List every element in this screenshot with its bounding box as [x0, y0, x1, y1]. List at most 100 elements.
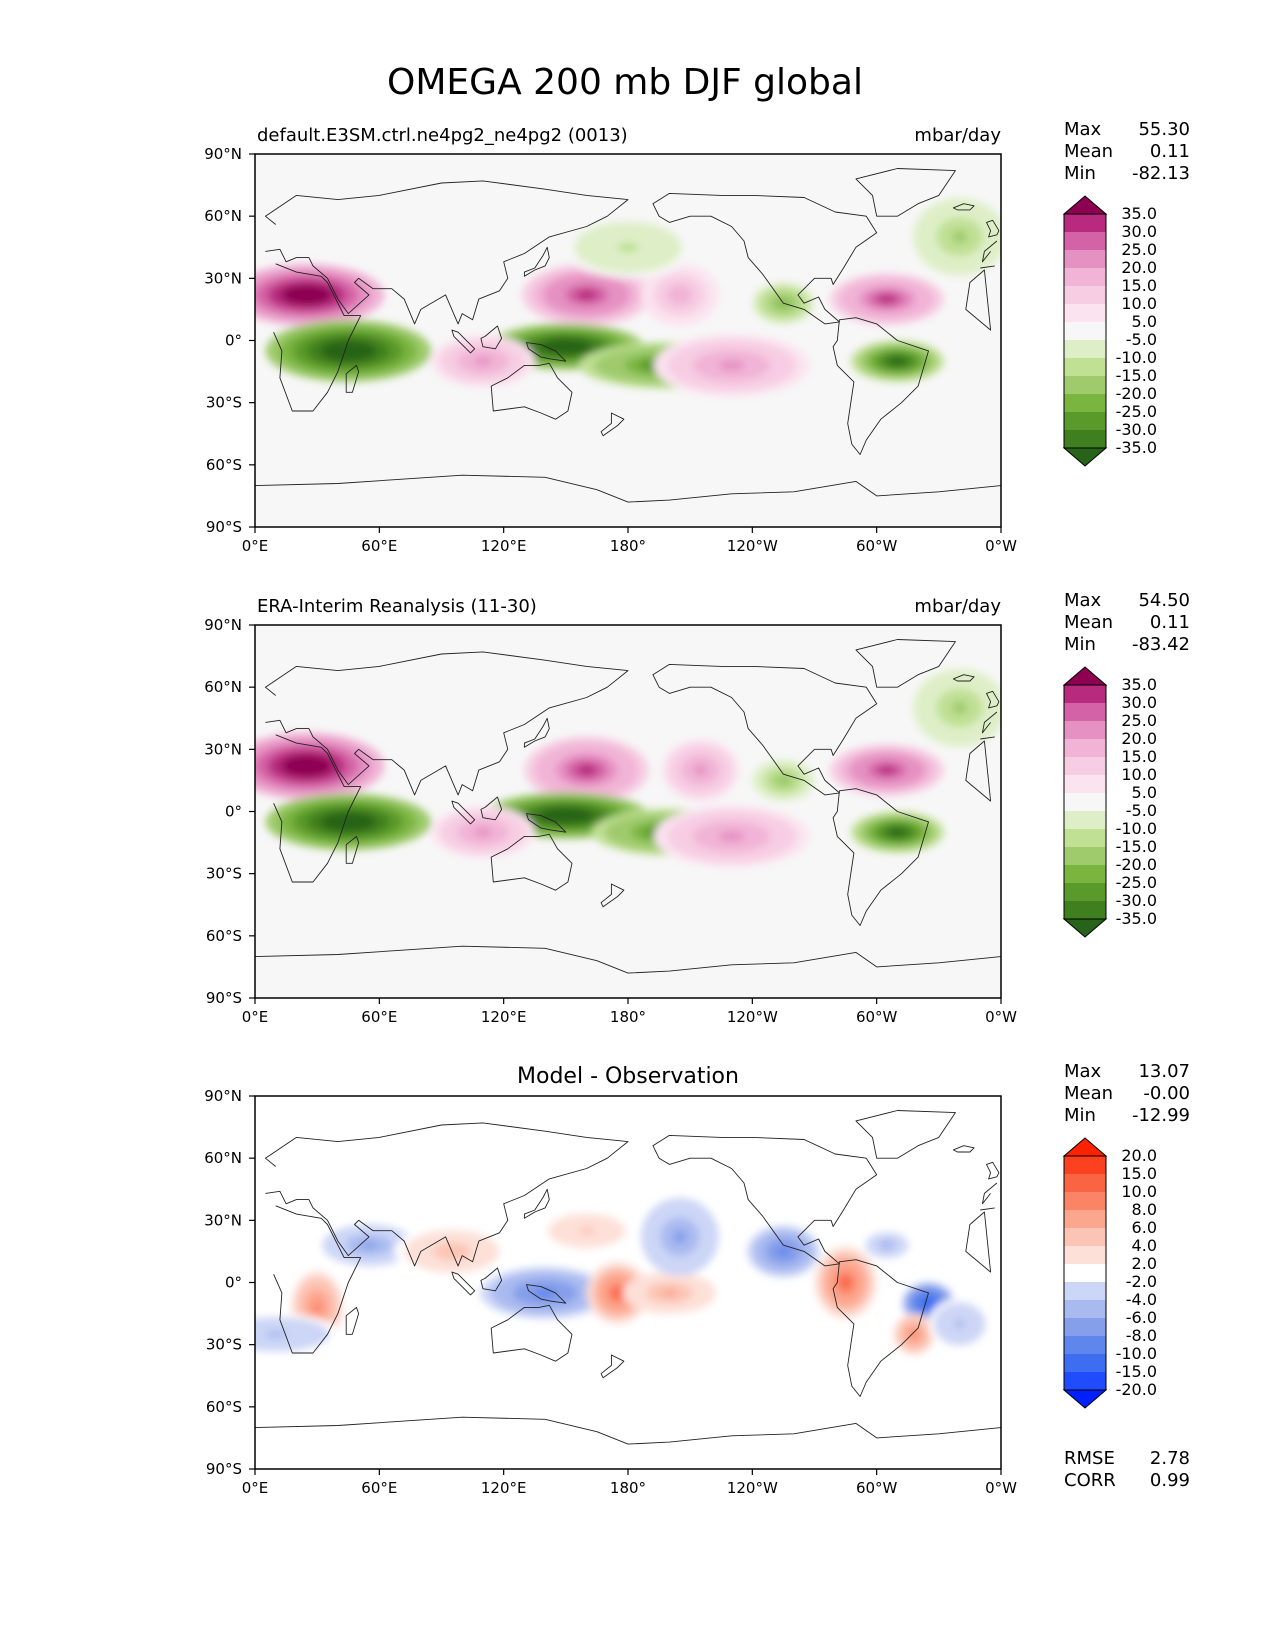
field-contour-5-5: [877, 294, 897, 304]
colorbar-label: -35.0: [1116, 909, 1157, 928]
panel-observation: ERA-Interim Reanalysis (11-30) mbar/day …: [204, 590, 1190, 1026]
colorbar-segment: [1064, 721, 1106, 739]
map-plot: 0°E 60°E 120°E 180° 120°W 60°W 0°W 90°N 60°N 30°N…: [204, 145, 1017, 555]
colorbar-label: -4.0: [1126, 1290, 1157, 1309]
colorbar-segment: [1064, 358, 1106, 376]
colorbar-segment: [1064, 376, 1106, 394]
field-contour-13-5: [293, 760, 320, 772]
coastline-borneo: [480, 1267, 503, 1292]
coastline-newzealand: [600, 883, 625, 908]
stat-max-value: 54.50: [1138, 590, 1190, 611]
y-tick-label: 0°: [225, 803, 242, 821]
colorbar-segment: [1064, 286, 1106, 304]
colorbar-extend-min: [1062, 447, 1108, 467]
coastline-africa: [273, 734, 995, 883]
colorbar-segment: [1064, 340, 1106, 358]
field-contour-31-5: [673, 1230, 687, 1244]
y-tick-label: 30°S: [206, 394, 242, 412]
colorbar-segment: [1064, 412, 1106, 430]
field-contour-14-5: [334, 817, 363, 827]
coastline-southamerica: [832, 1259, 929, 1397]
colorbar-label: -25.0: [1116, 873, 1157, 892]
colorbar-label: -6.0: [1126, 1308, 1157, 1327]
colorbar-label: 5.0: [1132, 312, 1157, 331]
colorbar-label: -20.0: [1116, 384, 1157, 403]
colorbar-label: 15.0: [1121, 1164, 1157, 1183]
x-tick-label: 60°E: [361, 1008, 397, 1026]
field-contour-24-5: [951, 701, 968, 715]
corr-label: CORR: [1064, 1470, 1116, 1491]
stat-mean-label: Mean: [1064, 1083, 1113, 1104]
coastline-australia: [490, 833, 573, 891]
x-tick-label: 60°W: [856, 1479, 898, 1497]
field-contour-11-5: [617, 242, 639, 253]
colorbar-label: 8.0: [1132, 1200, 1157, 1219]
colorbar-segment: [1064, 829, 1106, 847]
coastline-australia: [490, 1304, 573, 1362]
coastline-greenland: [855, 1110, 956, 1159]
coastline-iceland: [952, 1145, 975, 1153]
y-tick-label: 60°S: [206, 927, 242, 945]
panel-title-center: Model - Observation: [517, 1064, 739, 1089]
colorbar-segment: [1064, 232, 1106, 250]
coastline-newzealand: [600, 412, 625, 437]
colorbar-extend-min: [1062, 918, 1108, 938]
y-tick-label: 30°N: [204, 740, 242, 758]
field-contour-38-5: [578, 1227, 595, 1235]
colorbar-label: -35.0: [1116, 438, 1157, 457]
coastline-antarctica: [255, 945, 1001, 974]
field-contour-12-5: [951, 230, 968, 244]
colorbar-label: 25.0: [1121, 711, 1157, 730]
coastline-northamerica: [652, 1134, 878, 1267]
colorbar-segment: [1064, 1282, 1106, 1300]
coastline-japan: [523, 717, 550, 748]
field-contour-3-5: [552, 342, 579, 351]
x-tick-label: 120°E: [481, 1008, 527, 1026]
coastline-sumatra: [451, 800, 476, 825]
field-contour-33-5: [840, 1276, 851, 1289]
field-contour-15-5: [576, 764, 597, 776]
coastline-northamerica: [652, 663, 878, 796]
x-tick-label: 60°W: [856, 1008, 898, 1026]
field-contour-0-5: [293, 289, 320, 301]
y-tick-label: 60°N: [204, 1149, 242, 1167]
colorbar-segment: [1064, 811, 1106, 829]
coastline-newzealand: [600, 1354, 625, 1379]
stats-box: Max 13.07 Mean -0.00 Min -12.99: [1064, 1061, 1190, 1126]
y-tick-label: 90°S: [206, 518, 242, 536]
colorbar-extend-min: [1062, 1389, 1108, 1409]
figure-title: OMEGA 200 mb DJF global: [387, 62, 863, 103]
panel-title-left: default.E3SM.ctrl.ne4pg2_ne4pg2 (0013): [257, 125, 628, 146]
colorbar-label: 15.0: [1121, 276, 1157, 295]
field-contour-26-5: [361, 1241, 377, 1249]
colorbar-label: 10.0: [1121, 765, 1157, 784]
field-contour-21-5: [474, 827, 492, 837]
colorbar-segment: [1064, 1372, 1106, 1390]
rmse-label: RMSE: [1064, 1448, 1115, 1469]
x-tick-label: 120°W: [727, 537, 778, 555]
colorbar-segment: [1064, 739, 1106, 757]
colorbar-extend-max: [1062, 666, 1108, 686]
field-contour-10-5: [673, 289, 687, 301]
colorbar-segment: [1064, 430, 1106, 448]
stat-min-value: -82.13: [1132, 163, 1190, 184]
y-tick-label: 60°S: [206, 1398, 242, 1416]
stat-mean-value: 0.11: [1150, 612, 1190, 633]
colorbar: 35.030.025.020.015.010.05.0-5.0-10.0-15.…: [1062, 195, 1157, 467]
y-tick-label: 90°N: [204, 616, 242, 634]
colorbar-label: -5.0: [1126, 330, 1157, 349]
colorbar-frame: [1063, 684, 1107, 920]
colorbar-label: 4.0: [1132, 1236, 1157, 1255]
map-plot: 0°E 60°E 120°E 180° 120°W 60°W 0°W 90°N 60°N 30°N…: [204, 1087, 1017, 1497]
stat-mean-value: -0.00: [1143, 1083, 1190, 1104]
coastline-northamerica: [652, 192, 878, 325]
colorbar-segment: [1064, 757, 1106, 775]
field-contour-18-5: [877, 765, 897, 775]
coastline-britain: [986, 219, 1000, 238]
colorbar: 20.015.010.08.06.04.02.0-2.0-4.0-6.0-8.0…: [1062, 1137, 1157, 1409]
panel-units: mbar/day: [914, 125, 1001, 146]
colorbar-segment: [1064, 865, 1106, 883]
colorbar-label: -10.0: [1116, 1344, 1157, 1363]
coastline-iceland: [952, 674, 975, 682]
field-contour-1-5: [334, 345, 363, 357]
